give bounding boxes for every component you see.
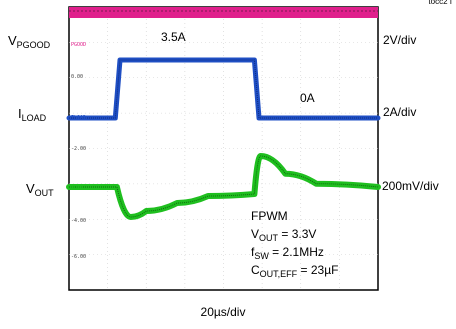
condition-fsw: fSW = 2.1MHz bbox=[251, 245, 324, 261]
pgood-trace bbox=[69, 15, 378, 18]
vout-tag: VOUT bbox=[71, 186, 83, 192]
vout-label: VOUT bbox=[26, 181, 54, 198]
condition-vout: VOUT = 3.3V bbox=[251, 227, 316, 243]
ch-scales-right: 2V/div 2A/div 200mV/div bbox=[382, 33, 439, 193]
step-low-annotation: 0A bbox=[300, 91, 315, 105]
iload-label: ILOAD bbox=[18, 106, 47, 123]
trace-tags: PGOOD ILOAD VOUT bbox=[71, 42, 86, 192]
iload-tag: ILOAD bbox=[71, 115, 86, 121]
vout-trace-noise bbox=[68, 155, 379, 218]
grid bbox=[69, 15, 378, 290]
conditions-box: FPWM VOUT = 3.3V fSW = 2.1MHz COUT,EFF =… bbox=[251, 209, 338, 279]
figure-id: tocc2 I bbox=[428, 0, 452, 6]
pgood-scale: 2V/div bbox=[383, 33, 416, 47]
tick-values: 0.00 -2.00 -4.00 -6.00 bbox=[71, 74, 86, 260]
tick-value: 0.00 bbox=[71, 74, 83, 80]
iload-trace-noise bbox=[69, 59, 378, 119]
condition-mode: FPWM bbox=[251, 209, 288, 223]
traces bbox=[66, 57, 381, 220]
vout-scale: 200mV/div bbox=[382, 179, 439, 193]
iload-trace bbox=[66, 57, 381, 121]
pgood-label: VPGOOD bbox=[8, 33, 51, 50]
ch-labels-left: VPGOOD ILOAD VOUT bbox=[8, 33, 54, 198]
tick-value: -2.00 bbox=[71, 146, 86, 152]
iload-scale: 2A/div bbox=[383, 105, 416, 119]
step-high-annotation: 3.5A bbox=[161, 30, 186, 44]
tick-value: -4.00 bbox=[71, 218, 86, 224]
pgood-line bbox=[69, 15, 378, 18]
top-marker-strip bbox=[69, 7, 378, 15]
pgood-tag: PGOOD bbox=[71, 42, 86, 48]
time-scale: 20µs/div bbox=[201, 305, 246, 319]
condition-cout: COUT,EFF = 23µF bbox=[251, 263, 338, 279]
tick-value: -6.00 bbox=[71, 254, 86, 260]
